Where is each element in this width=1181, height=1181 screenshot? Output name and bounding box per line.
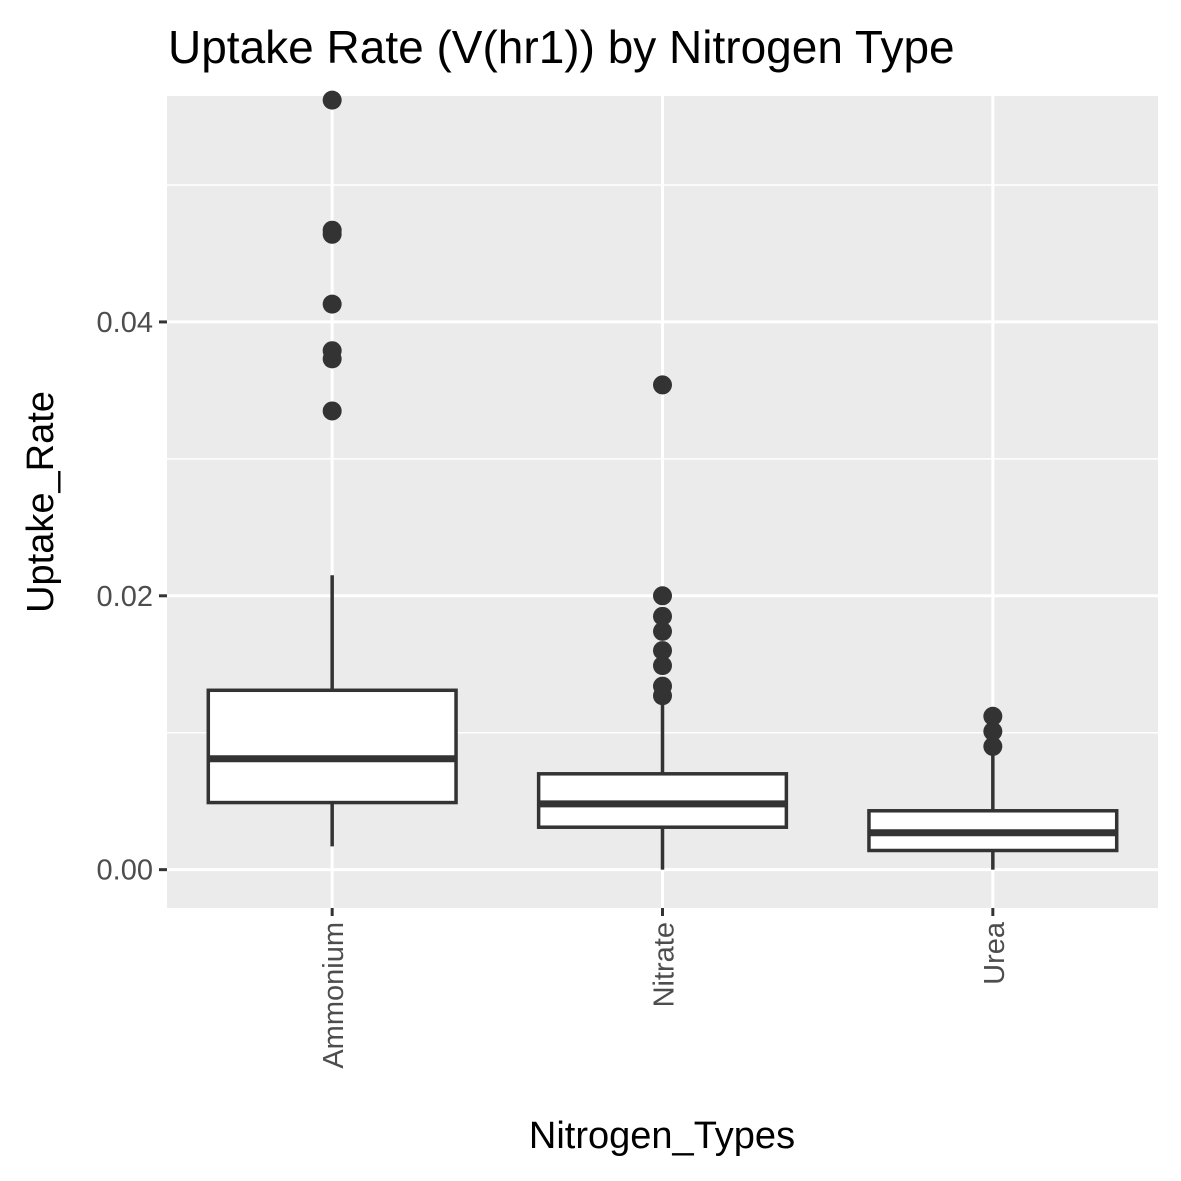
x-tick-label: Nitrate <box>649 922 681 1007</box>
y-axis-title: Uptake_Rate <box>20 391 62 613</box>
x-axis-title: Nitrogen_Types <box>529 1115 795 1157</box>
boxes-layer <box>206 90 1119 870</box>
x-axis: Ammonium Nitrate Urea <box>318 908 1011 1069</box>
outlier-point <box>653 375 672 395</box>
box-nitrate <box>536 375 789 870</box>
box-ammonium <box>206 90 458 847</box>
outlier-point <box>653 606 672 626</box>
y-tick-label: 0.02 <box>97 581 153 613</box>
x-tick-label: Ammonium <box>318 922 350 1069</box>
box-urea <box>867 706 1119 870</box>
outlier-point <box>653 641 672 661</box>
outlier-point <box>322 341 342 361</box>
chart-title: Uptake Rate (V(hr1)) by Nitrogen Type <box>168 21 955 73</box>
y-tick-label: 0.04 <box>97 307 153 339</box>
outlier-point <box>653 586 672 606</box>
iqr-box <box>206 688 458 805</box>
outlier-point <box>322 401 342 421</box>
outlier-point <box>322 220 342 240</box>
outlier-point <box>983 736 1003 756</box>
outlier-point <box>653 676 672 696</box>
x-tick-label: Urea <box>979 921 1011 985</box>
outlier-point <box>983 721 1003 741</box>
outlier-point <box>322 90 342 110</box>
y-tick-label: 0.00 <box>97 855 153 887</box>
outlier-point <box>983 706 1003 726</box>
outlier-point <box>653 621 672 641</box>
outlier-point <box>322 294 342 314</box>
y-axis: 0.00 0.02 0.04 <box>97 307 167 887</box>
outlier-point <box>653 656 672 676</box>
